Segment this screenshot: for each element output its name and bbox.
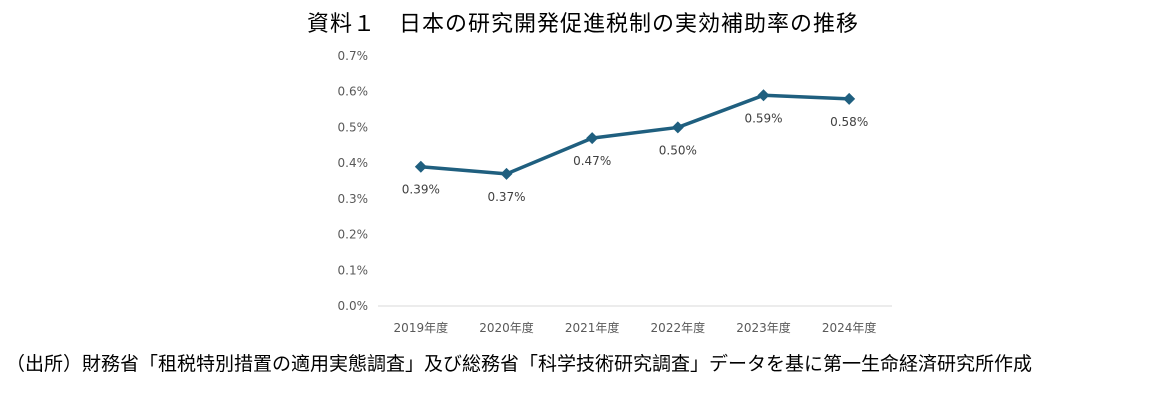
series-markers <box>414 89 856 180</box>
chart-title: 資料１ 日本の研究開発促進税制の実効補助率の推移 <box>306 12 859 37</box>
data-label: 0.47% <box>573 154 611 168</box>
x-tick-label: 2024年度 <box>822 320 877 335</box>
data-labels: 0.39% 0.37% 0.47% 0.50% 0.59% 0.58% <box>402 111 868 204</box>
data-point <box>414 160 427 173</box>
data-point <box>757 89 770 102</box>
x-tick-label: 2022年度 <box>651 320 706 335</box>
line-chart: 0.0%0.1%0.2%0.3%0.4%0.5%0.6%0.7% 2019年度 2… <box>338 49 892 335</box>
data-label: 0.39% <box>402 183 440 197</box>
x-tick-label: 2023年度 <box>736 320 791 335</box>
y-tick-label: 0.1% <box>338 263 369 277</box>
data-point <box>586 132 599 145</box>
y-tick-label: 0.0% <box>338 299 369 313</box>
data-point <box>843 92 856 105</box>
y-tick-label: 0.6% <box>338 85 369 99</box>
y-tick-label: 0.4% <box>338 156 369 170</box>
data-label: 0.59% <box>744 111 782 125</box>
series-line <box>419 93 851 176</box>
y-tick-label: 0.3% <box>338 192 369 206</box>
data-label: 0.50% <box>659 143 697 157</box>
data-label: 0.58% <box>830 115 868 129</box>
y-tick-label: 0.7% <box>338 49 369 63</box>
x-tick-label: 2020年度 <box>479 320 534 335</box>
x-tick-label: 2019年度 <box>394 320 449 335</box>
data-point <box>500 167 513 180</box>
y-axis-ticks: 0.0% 0.1% 0.2% 0.3% 0.4% 0.5% 0.6% 0.7% <box>338 49 369 313</box>
data-point <box>671 121 684 134</box>
x-axis-ticks: 2019年度 2020年度 2021年度 2022年度 2023年度 2024年度 <box>394 320 877 335</box>
y-tick-label: 0.2% <box>338 228 369 242</box>
source-note: （出所）財務省「租税特別措置の適用実態調査」及び総務省「科学技術研究調査」データ… <box>6 353 1033 375</box>
y-tick-label: 0.5% <box>338 120 369 134</box>
data-label: 0.37% <box>487 190 525 204</box>
x-tick-label: 2021年度 <box>565 320 620 335</box>
